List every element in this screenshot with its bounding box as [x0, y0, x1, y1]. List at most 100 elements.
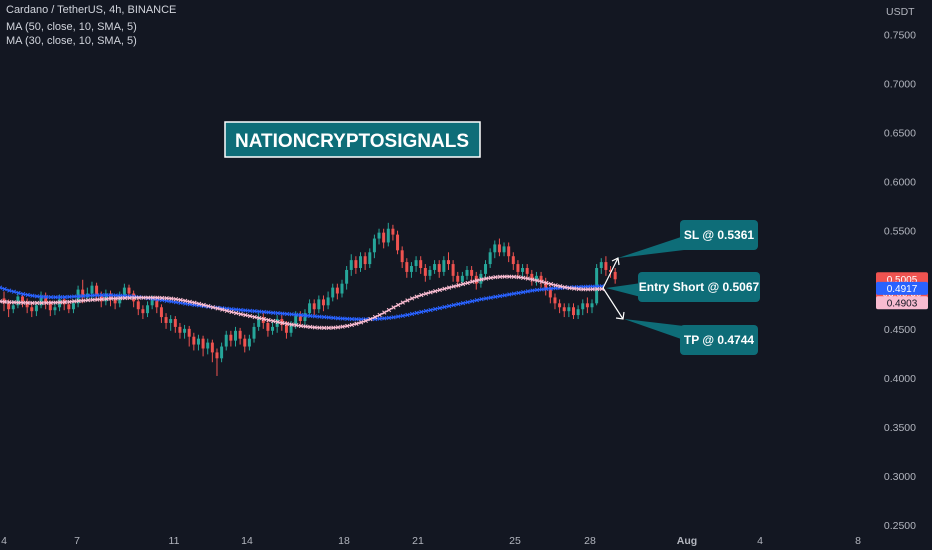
candle-body [335, 287, 339, 294]
candle [201, 335, 205, 357]
price-tick: 0.6500 [884, 128, 916, 140]
ma-30-series-marker [48, 300, 54, 305]
candle [173, 316, 177, 333]
ma-30-series-marker [451, 284, 456, 289]
ma-30-series-marker [220, 307, 225, 312]
candle-body [196, 338, 200, 345]
candle-body [303, 313, 307, 321]
ma-30-series-marker [206, 303, 211, 309]
ma-30-series-marker [544, 280, 549, 286]
candle-body [567, 307, 571, 312]
ma-30-series-marker [567, 285, 572, 291]
ma-30-series-marker [521, 275, 526, 280]
candle-body [400, 250, 404, 263]
ma-30-series-marker [409, 296, 415, 301]
ma-50-price-label: 0.4917 [876, 281, 928, 295]
candle [400, 246, 404, 268]
ma-30-series-marker [428, 290, 433, 295]
candle-body [534, 275, 538, 280]
candle-body [298, 315, 302, 321]
candle-body [437, 264, 441, 272]
ma-30-series-marker [488, 275, 493, 280]
ma-30-series-marker [30, 300, 35, 306]
candle-body [16, 296, 20, 306]
ma-50-series-marker [497, 293, 503, 299]
ma-50-price-label-text: 0.4917 [887, 284, 918, 295]
candle-body [405, 262, 409, 272]
ma-30-series-marker [201, 302, 206, 308]
time-tick: 8 [855, 535, 861, 547]
candle-body [599, 262, 603, 268]
ma-50-series-marker [20, 291, 26, 297]
candle-body [113, 299, 117, 304]
ma-30-series-marker [368, 316, 373, 322]
ma-30-series-marker [192, 300, 197, 305]
candle-body [428, 269, 432, 276]
ma-30-series-marker [238, 311, 243, 317]
candle-body [345, 269, 349, 284]
ma-50-series-marker [428, 307, 433, 313]
ma-50-series-marker [25, 292, 30, 298]
price-tick: 0.3000 [884, 471, 916, 483]
candle-body [146, 305, 150, 314]
ma-30-series-marker [502, 274, 507, 279]
tp-callout[interactable]: TP @ 0.4744 [624, 319, 758, 355]
candle-body [266, 322, 270, 331]
candle-body [553, 297, 557, 304]
candle-body [368, 252, 372, 265]
ma-30-series-marker [252, 314, 257, 320]
ma-30-series-marker [173, 297, 179, 302]
candle-body [331, 287, 335, 298]
candle-body [201, 338, 205, 349]
ma-50-series-marker [62, 294, 68, 300]
ma-50-series-marker [493, 294, 498, 300]
candle [321, 295, 325, 312]
candle-body [187, 328, 191, 337]
sl-callout[interactable]: SL @ 0.5361 [618, 220, 758, 258]
candle [562, 303, 566, 318]
entry-callout[interactable]: Entry Short @ 0.5067 [606, 272, 760, 302]
candle [386, 222, 390, 247]
time-tick: 25 [509, 535, 521, 547]
candle-body [224, 334, 228, 347]
candle [169, 315, 173, 331]
candle [275, 315, 279, 333]
candle-body [271, 326, 275, 331]
time-tick: 7 [74, 535, 80, 547]
candle [604, 256, 608, 276]
candle [558, 299, 562, 314]
ma-30-series-marker [460, 281, 466, 287]
candle-body [396, 234, 400, 251]
ma-30-series-marker [243, 312, 248, 318]
candle-body [48, 303, 52, 311]
candle-body [192, 336, 196, 345]
candle-body [590, 303, 594, 308]
candle-body [127, 287, 131, 294]
ma-30-series-marker [169, 296, 174, 301]
candle-body [470, 269, 474, 276]
candle-body [210, 342, 214, 353]
ma-30-series-marker [548, 281, 554, 287]
candle [335, 283, 339, 300]
candle-body [377, 232, 381, 239]
ma-30-series-marker [303, 324, 308, 329]
ma-30-series-marker [159, 295, 165, 301]
ma-50-series-marker [233, 307, 239, 312]
ma-30-series-marker [108, 296, 114, 301]
ma-30-series-marker [58, 300, 63, 305]
ma-50-series-marker [81, 293, 86, 299]
ma-30-series-marker [136, 295, 142, 300]
candle [493, 240, 497, 259]
time-axis[interactable]: 4 7 11 14 18 21 25 28 Aug 4 8 [1, 535, 861, 547]
candle [266, 319, 270, 337]
ma-30-series-marker [419, 292, 424, 298]
candle [136, 298, 140, 316]
watermark-box [224, 121, 481, 158]
candle-body [409, 266, 413, 272]
ma-30-series-marker [326, 325, 331, 331]
ma-30-series-marker [317, 325, 322, 330]
candle [544, 277, 548, 296]
price-tick: 0.2500 [884, 520, 916, 532]
